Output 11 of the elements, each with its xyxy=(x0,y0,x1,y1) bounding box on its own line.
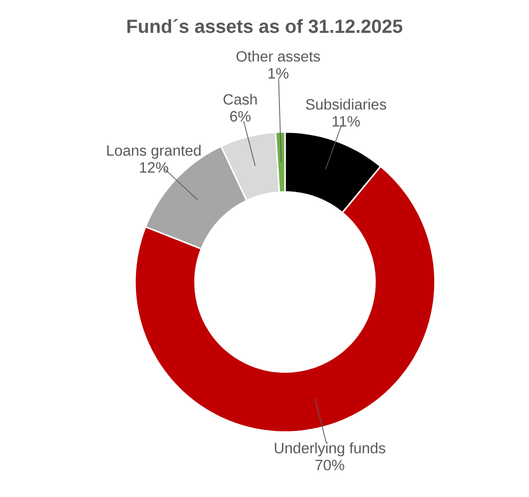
data-label: 70% xyxy=(316,460,344,470)
chart-title: Fund´s assets as of 31.12.2025 xyxy=(127,18,402,34)
slice-label: Loans granted xyxy=(107,144,201,159)
slice-label: Underlying funds xyxy=(274,442,386,456)
data-label: 12% xyxy=(140,162,168,173)
data-label: 6% xyxy=(230,111,251,122)
data-label: 11% xyxy=(332,116,360,127)
slice-label: Other assets xyxy=(236,50,320,62)
slice-label: Subsidiaries xyxy=(306,98,386,110)
data-label: 1% xyxy=(268,68,288,79)
slice-label: Cash xyxy=(224,94,257,105)
